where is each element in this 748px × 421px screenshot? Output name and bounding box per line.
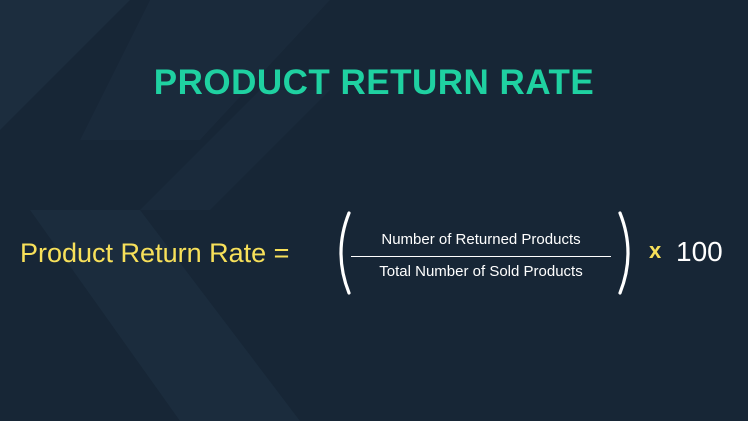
left-parenthesis [339, 211, 351, 295]
fraction-denominator: Total Number of Sold Products [379, 263, 583, 280]
multiply-operator: x [649, 238, 662, 263]
formula-lhs: Product Return Rate = [20, 238, 290, 268]
fraction-bar [351, 256, 611, 257]
page-title: PRODUCT RETURN RATE [153, 63, 595, 102]
right-parenthesis [618, 211, 630, 295]
fraction-numerator: Number of Returned Products [381, 231, 581, 248]
multiplier-value: 100 [676, 236, 723, 267]
